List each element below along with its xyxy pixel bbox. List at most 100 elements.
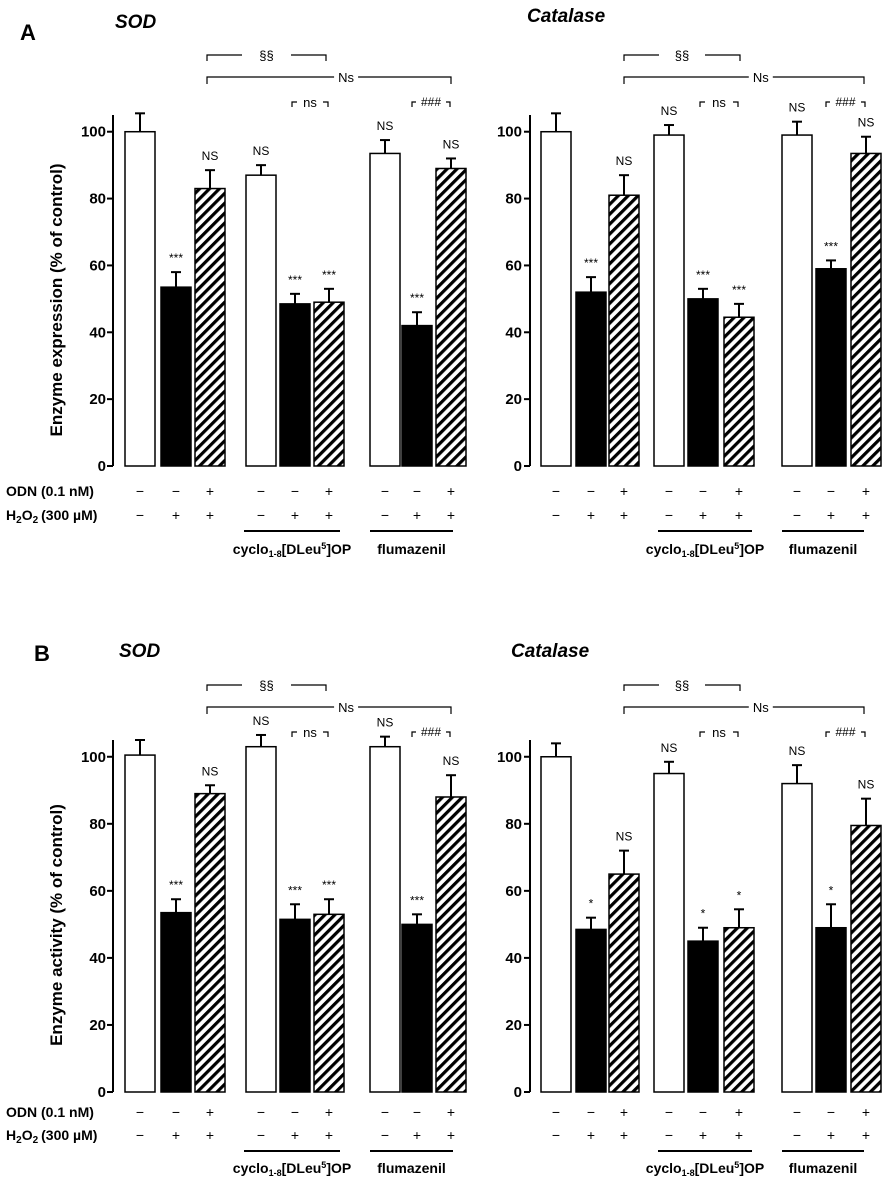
y-tick-label: 80 [505, 816, 522, 833]
odn-label: ODN (0.1 nM) [6, 1104, 94, 1120]
h2o2-o: O [22, 1127, 33, 1143]
odn-sign: − [793, 483, 801, 499]
cyclo-sup: 5 [321, 541, 326, 551]
chart-b-catalase: Catalase020406080100*NSNS**NS*NS−−−+++−−… [497, 641, 882, 1178]
significance-label: NS [661, 741, 678, 755]
bar [401, 923, 433, 1093]
h2o2-sign: + [862, 507, 870, 523]
group-label-flumazenil: flumazenil [789, 541, 857, 557]
h2o2-sign: + [827, 1127, 835, 1143]
chart-title: SOD [119, 641, 160, 662]
significance-label: NS [202, 149, 219, 163]
significance-label: *** [169, 251, 183, 265]
h2o2-sign: + [172, 1127, 180, 1143]
chart-title: Catalase [511, 641, 590, 662]
cyclo-sub: 1-8 [682, 1168, 695, 1178]
cyclo-end: ]OP [326, 541, 351, 557]
bar [815, 268, 847, 467]
h2o2-sign: − [136, 507, 144, 523]
bar [608, 873, 640, 1093]
condition-labels-a: ODN (0.1 nM)H2O2 (300 µM) [6, 483, 97, 526]
odn-sign: + [206, 483, 214, 499]
odn-sign: − [552, 1104, 560, 1120]
bracket-ns-small [699, 731, 739, 737]
significance-label: NS [377, 716, 394, 730]
annotations: §§ Ns ns ### §§ Ns ns ### §§ Ns ns ### §§ Ns ns ### [206, 48, 866, 740]
bracket-ns-big [623, 76, 865, 84]
bracket-hash-label: ### [835, 95, 855, 109]
bar [575, 928, 607, 1093]
chart-title: Catalase [527, 6, 606, 27]
odn-sign: + [206, 1104, 214, 1120]
group-label-cyclo: cyclo1-8[DLeu5]OP [233, 541, 351, 559]
odn-sign: − [665, 1104, 673, 1120]
h2o2-sign: − [257, 1127, 265, 1143]
cyclo-end: ]OP [739, 541, 764, 557]
h2o2-label: H2O2 (300 µM) [6, 1127, 97, 1146]
bracket-ns-small-label: ns [303, 95, 317, 110]
cyclo-end: ]OP [739, 1160, 764, 1176]
h2o2-sign: − [136, 1127, 144, 1143]
significance-label: NS [253, 714, 270, 728]
h2o2-sign: − [381, 507, 389, 523]
bracket-paragraph [623, 684, 741, 691]
significance-label: NS [253, 144, 270, 158]
significance-label: *** [696, 268, 710, 282]
significance-label: *** [410, 893, 424, 907]
h2o2-sub1: 2 [16, 1135, 22, 1146]
bracket-annotations: §§ Ns ns ### [623, 678, 866, 740]
y-tick-label: 80 [505, 191, 522, 208]
group-label-cyclo: cyclo1-8[DLeu5]OP [233, 1160, 351, 1178]
h2o2-sign: − [381, 1127, 389, 1143]
condition-rows: − − − + + + − − − + + + − − − + + + [136, 483, 455, 523]
h2o2-sign: + [699, 1127, 707, 1143]
y-tick-label: 40 [89, 324, 106, 341]
panel-letter-a: A [20, 20, 36, 45]
group-label-cyclo: cyclo1-8[DLeu5]OP [646, 541, 764, 559]
h2o2-sign: + [291, 1127, 299, 1143]
odn-sign: + [735, 483, 743, 499]
cyclo-sub: 1-8 [269, 1168, 282, 1178]
h2o2-sign: + [413, 1127, 421, 1143]
bar [194, 792, 226, 1093]
odn-sign: − [793, 1104, 801, 1120]
bar [687, 940, 719, 1093]
significance-label: NS [443, 137, 460, 151]
cyclo-name: cyclo [233, 541, 269, 557]
condition-rows: − − − + + + − − − + + + − − − + + + [136, 1104, 455, 1143]
condition-rows: − − − + + + − − − + + + − − − + + + [552, 1104, 870, 1143]
h2o2-sign: − [665, 1127, 673, 1143]
h2o2-sign: + [206, 1127, 214, 1143]
bar [435, 796, 467, 1093]
bar [245, 174, 277, 467]
significance-label: *** [169, 878, 183, 892]
bracket-ns-small [291, 731, 329, 737]
h2o2-sign: + [620, 507, 628, 523]
group-label-flumazenil: flumazenil [377, 1160, 445, 1176]
y-axis-label-b: Enzyme activity (% of control) [47, 804, 66, 1046]
h2o2-h: H [6, 1127, 16, 1143]
h2o2-sign: + [587, 507, 595, 523]
significance-label: *** [322, 878, 336, 892]
bracket-hash [411, 101, 451, 107]
cyclo-sup: 5 [734, 541, 739, 551]
group-label-flumazenil: flumazenil [789, 1160, 857, 1176]
bar [723, 926, 755, 1093]
bracket-ns-big [206, 706, 452, 714]
h2o2-sign: + [587, 1127, 595, 1143]
bracket-ns-small-label: ns [303, 725, 317, 740]
y-tick-label: 60 [505, 883, 522, 900]
bar [687, 298, 719, 467]
h2o2-sign: + [735, 507, 743, 523]
significance-label: * [829, 883, 834, 897]
bar [160, 911, 192, 1093]
y-tick-label: 80 [89, 191, 106, 208]
significance-label: *** [732, 283, 746, 297]
cyclo-name: cyclo [646, 541, 682, 557]
odn-sign: + [325, 1104, 333, 1120]
y-tick-label: 100 [81, 749, 106, 766]
odn-sign: + [735, 1104, 743, 1120]
bracket-hash [825, 101, 866, 107]
chart-b-sod: SOD 0 20 40 60 80 100 *** NS NS *** *** NS *** NS − − − + +… [81, 641, 467, 1178]
